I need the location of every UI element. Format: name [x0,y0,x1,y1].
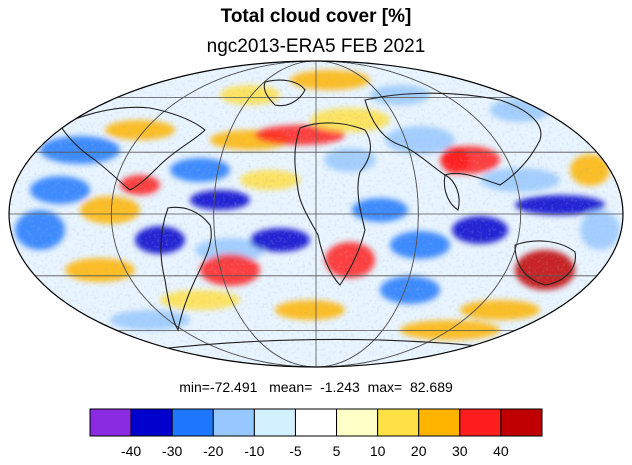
min-value: -72.491 [209,379,258,395]
colorbar-tick-label: -20 [203,443,224,459]
colorbar-segment [459,408,502,437]
mean-label: mean= [269,379,313,395]
colorbar-tick-label: -5 [289,443,302,459]
colorbar-tick-label: -30 [162,443,183,459]
summary-stats: min=-72.491 mean= -1.243 max= 82.689 [0,379,632,395]
mean-value: -1.243 [320,379,360,395]
colorbar-tick-label: 10 [369,443,386,459]
colorbar-segment [130,408,173,437]
mollweide-map [8,60,624,368]
colorbar-tick-label: 30 [452,443,468,459]
colorbar-segment [336,408,379,437]
colorbar-segment [89,408,132,437]
globe-outline [8,60,624,368]
colorbar-segment [500,408,543,437]
colorbar-segment [294,408,338,437]
colorbar-tick-label: -10 [244,443,265,459]
colorbar-segment [418,408,461,437]
colorbar-segment [253,408,296,437]
colorbar-segment [171,408,214,437]
colorbar-tick-label: 5 [332,443,341,459]
colorbar-segment [377,408,420,437]
chart-title: Total cloud cover [%] [220,6,412,27]
colorbar-tick-label: -40 [120,443,142,459]
chart-subtitle: ngc2013-ERA5 FEB 2021 [206,36,426,57]
max-value: 82.689 [409,379,453,395]
colorbar-tick-label: 20 [410,443,427,459]
max-label: max= [367,379,403,395]
min-label: min= [179,379,210,395]
colorbar-tick-label: 40 [493,443,509,459]
colorbar-segment [212,408,255,437]
